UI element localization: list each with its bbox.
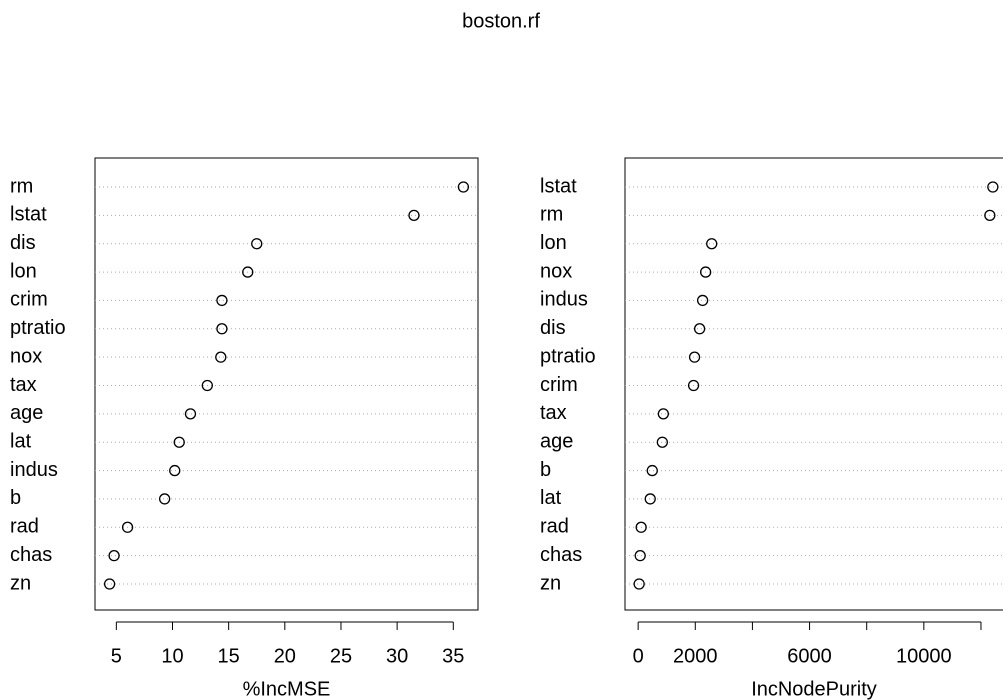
dot: [644, 493, 656, 505]
x-tick-label: 30: [386, 645, 408, 667]
category-label: dis: [10, 232, 36, 254]
dot: [103, 578, 116, 590]
dot: [657, 408, 669, 420]
dot: [108, 549, 120, 562]
category-label: nox: [540, 260, 572, 282]
dot: [158, 493, 171, 505]
dot: [984, 209, 996, 222]
dot: [457, 181, 470, 193]
category-label: lat: [10, 430, 32, 452]
dot: [216, 323, 228, 335]
plot-box: [94, 157, 479, 611]
dot: [121, 521, 134, 533]
dot: [693, 323, 706, 335]
figure-title: boston.rf: [462, 10, 540, 32]
category-label: zn: [540, 572, 561, 594]
category-label: lon: [10, 260, 37, 282]
dot: [646, 464, 658, 477]
category-label: lon: [540, 232, 567, 254]
dot: [688, 351, 701, 363]
x-tick-label: 35: [442, 645, 464, 667]
dot: [635, 521, 647, 533]
x-tick-label: 20: [274, 645, 296, 667]
dot: [408, 209, 420, 222]
dot: [696, 294, 709, 307]
dot: [633, 578, 645, 590]
category-label: dis: [540, 317, 566, 339]
dot: [215, 351, 227, 363]
dot: [201, 379, 213, 392]
dot: [216, 294, 228, 307]
category-label: age: [540, 430, 573, 452]
category-label: tax: [10, 374, 37, 396]
x-tick-label: 2000: [673, 645, 718, 667]
x-tick-label: 0: [633, 645, 644, 667]
category-label: chas: [540, 544, 582, 566]
dot: [687, 379, 700, 392]
x-tick-label: 25: [330, 645, 352, 667]
dot: [251, 238, 263, 250]
category-label: indus: [10, 459, 58, 481]
category-label: b: [540, 459, 551, 481]
category-label: rm: [540, 204, 563, 226]
category-label: nox: [10, 345, 42, 367]
category-label: ptratio: [10, 317, 66, 339]
category-label: b: [10, 487, 21, 509]
x-tick-label: 5: [111, 645, 122, 667]
category-label: age: [10, 402, 43, 424]
dot: [656, 436, 668, 448]
category-label: rad: [10, 516, 39, 538]
dot: [987, 181, 999, 193]
plot-box: [624, 157, 1003, 611]
category-label: tax: [540, 402, 567, 424]
x-axis-title: IncNodePurity: [751, 678, 877, 700]
dot: [634, 549, 646, 562]
dot: [169, 464, 181, 477]
x-tick-label: 10000: [896, 645, 952, 667]
category-label: rad: [540, 516, 569, 538]
category-label: lat: [540, 487, 562, 509]
category-label: ptratio: [540, 345, 596, 367]
category-label: rm: [10, 175, 33, 197]
dot: [173, 436, 185, 448]
dot: [700, 266, 712, 278]
category-label: indus: [540, 289, 588, 311]
category-label: lstat: [540, 175, 577, 197]
x-tick-label: 6000: [787, 645, 832, 667]
category-label: lstat: [10, 204, 47, 226]
x-tick-label: 10: [161, 645, 183, 667]
dot: [706, 238, 718, 250]
category-label: crim: [10, 289, 48, 311]
dot: [184, 408, 197, 420]
x-tick-label: 15: [218, 645, 240, 667]
x-axis-title: %IncMSE: [243, 678, 331, 700]
category-label: zn: [10, 572, 31, 594]
category-label: crim: [540, 374, 578, 396]
dot: [242, 266, 254, 278]
category-label: chas: [10, 544, 52, 566]
